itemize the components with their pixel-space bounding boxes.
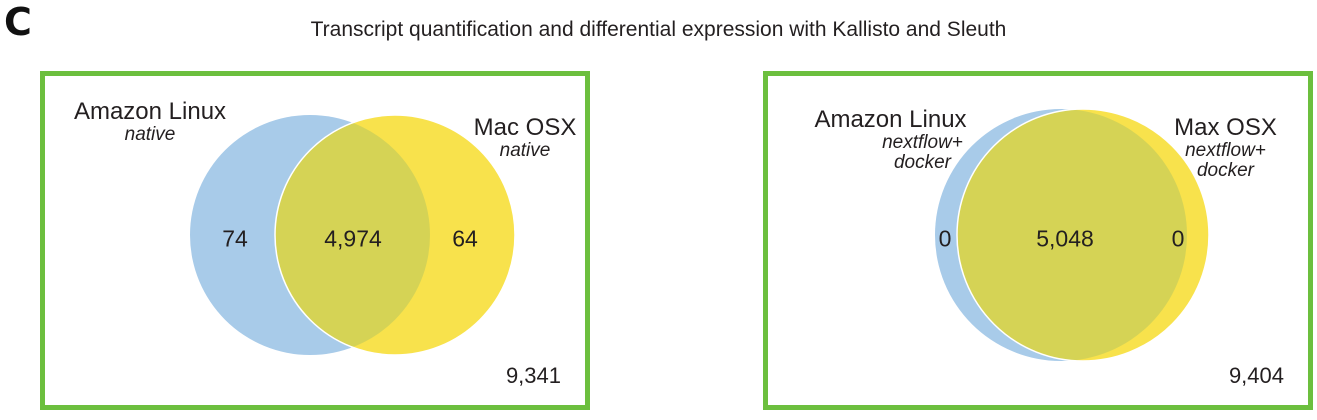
venn-panel-native: Amazon Linux native Mac OSX native 74 4,…: [40, 71, 590, 410]
set-right-name: Max OSX: [1174, 114, 1277, 141]
venn-panel-nextflow-docker: Amazon Linux nextflow+ docker Max OSX ne…: [763, 71, 1313, 410]
overlap-region: [957, 109, 1187, 361]
right-only-count: 64: [452, 225, 478, 252]
set-right-label: Mac OSX native: [455, 115, 595, 161]
figure-title: Transcript quantification and differenti…: [310, 18, 1007, 41]
set-left-name: Amazon Linux: [814, 106, 967, 133]
right-only-count: 0: [1171, 225, 1185, 252]
set-left-sub: nextflow+ docker: [882, 131, 963, 174]
set-left-sub: native: [124, 123, 176, 145]
overlap-region: [275, 115, 430, 355]
set-right-name: Mac OSX: [473, 114, 577, 141]
overlap-count: 4,974: [324, 225, 382, 252]
total-count: 9,341: [505, 363, 561, 388]
set-right-sub: nextflow+ docker: [1185, 139, 1266, 182]
set-left-label: Amazon Linux nextflow+ docker: [798, 107, 983, 174]
left-only-count: 74: [222, 225, 248, 252]
set-right-sub: native: [499, 139, 551, 161]
venn-diagram-native: [190, 114, 516, 356]
left-only-count: 0: [938, 225, 952, 252]
set-left-label: Amazon Linux native: [65, 99, 235, 145]
venn-diagram-nextflow-docker: [935, 108, 1210, 362]
overlap-count: 5,048: [1036, 225, 1094, 252]
set-right-label: Max OSX nextflow+ docker: [1158, 115, 1293, 182]
total-count: 9,404: [1228, 363, 1284, 388]
set-left-name: Amazon Linux: [73, 98, 227, 125]
panel-letter: C: [4, 0, 32, 44]
